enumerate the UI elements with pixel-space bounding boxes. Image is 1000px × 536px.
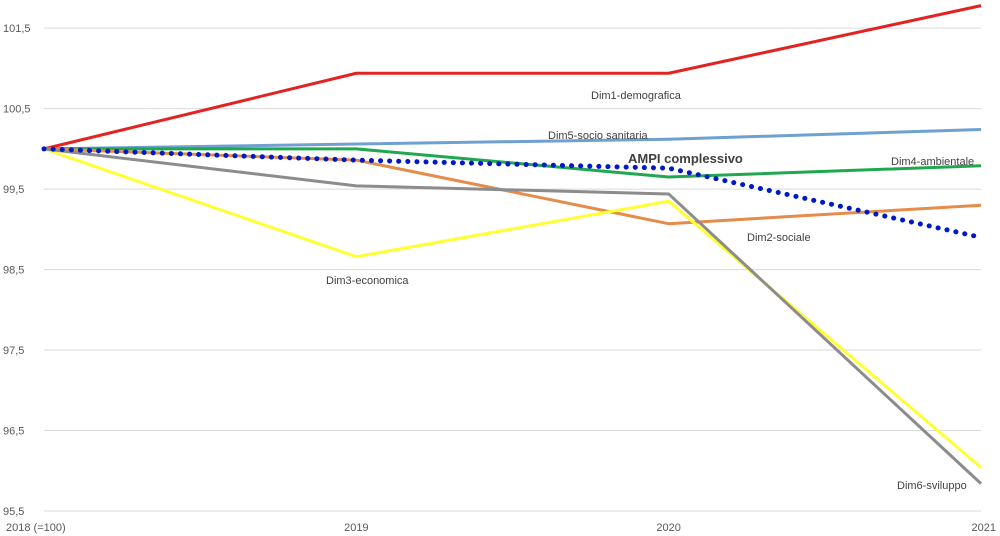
series-line-1 [43, 128, 982, 151]
y-tick-label: 100,5 [3, 104, 31, 116]
series-label: Dim3-economica [326, 275, 409, 287]
series-line-6 [41, 146, 984, 240]
x-tick-label: 2018 (=100) [6, 522, 66, 534]
series-label: Dim4-ambientale [891, 156, 974, 168]
series-label: Dim6-sviluppo [897, 480, 967, 492]
y-tick-label: 97,5 [3, 345, 24, 357]
series-line-0 [43, 4, 982, 151]
x-tick-label: 2020 [656, 522, 680, 534]
series-line-4 [43, 147, 982, 469]
series-label: Dim2-sociale [747, 232, 811, 244]
series-line-5 [43, 147, 983, 485]
y-tick-label: 96,5 [3, 426, 24, 438]
series-label: AMPI complessivo [628, 151, 743, 166]
y-tick-label: 99,5 [3, 184, 24, 196]
grid-lines [44, 27, 981, 512]
x-tick-label: 2021 [972, 522, 996, 534]
x-axis-ticks: 2018 (=100) 2019 2020 2021 [6, 522, 996, 534]
series-labels: Dim1-demografica Dim5-socio sanitaria Dim4… [326, 90, 974, 492]
series-line-2 [44, 147, 982, 179]
y-axis-ticks: 95,5 96,5 97,5 98,5 99,5 100,5 101,5 [3, 23, 31, 518]
y-tick-label: 101,5 [3, 23, 31, 35]
y-tick-label: 98,5 [3, 265, 24, 277]
series-label: Dim5-socio sanitaria [548, 130, 649, 142]
series-lines [41, 4, 984, 485]
y-tick-label: 95,5 [3, 506, 24, 518]
series-label: Dim1-demografica [591, 90, 682, 102]
x-tick-label: 2019 [344, 522, 368, 534]
series-line-3 [43, 147, 982, 226]
